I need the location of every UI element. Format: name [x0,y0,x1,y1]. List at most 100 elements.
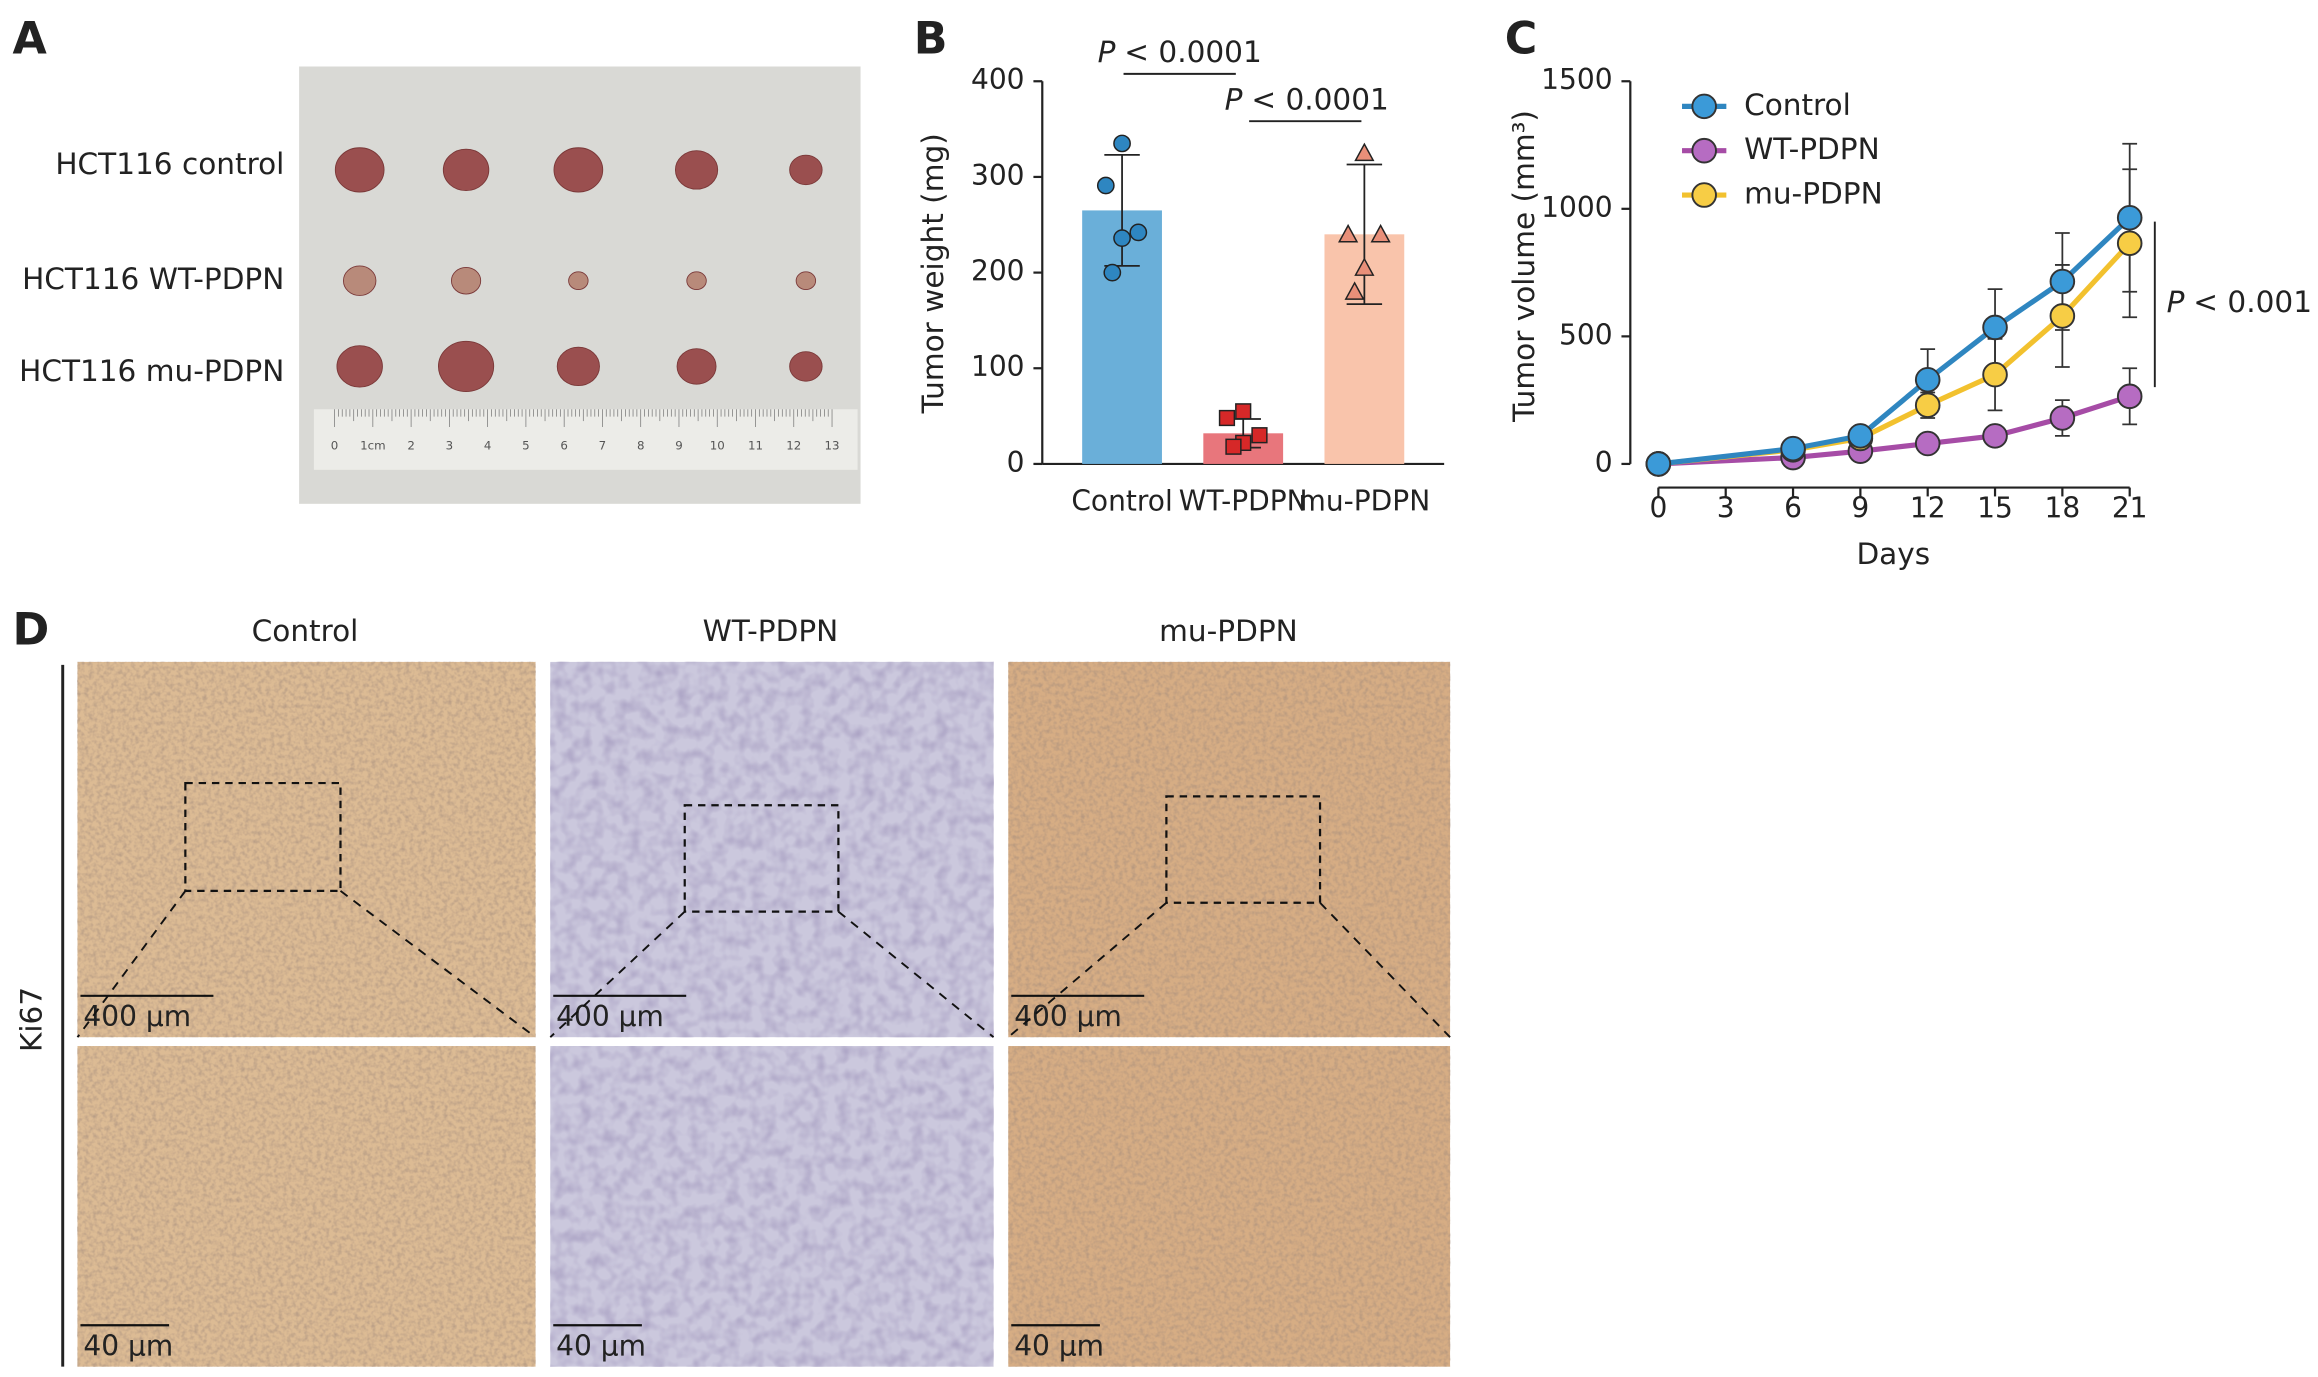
p-text: < 0.0001 [1124,35,1261,69]
p-value: P < 0.0001 [1225,82,1389,116]
ruler-label: 8 [637,439,645,453]
tumor [334,147,385,193]
tumor [342,265,377,296]
zoom-line [549,910,686,1038]
ruler-label: 10 [710,439,725,453]
x-tick-label: 15 [1977,492,2013,525]
y-tick-label: 500 [1559,318,1613,351]
panel-letter: D [12,604,49,655]
y-tick-label: 0 [1007,446,1025,479]
data-point [1645,451,1672,477]
x-tick-label: 9 [1851,492,1869,525]
y-tick-label: 1000 [1541,191,1612,224]
tumor [553,147,604,193]
legend-label: mu-PDPN [1744,177,1883,211]
p-symbol: P [2167,284,2185,318]
data-point [1370,223,1391,243]
row-label: Ki67 [15,987,49,1052]
ruler-label: 9 [675,439,683,453]
row-label: HCT116 control [55,147,284,181]
legend-marker [1691,137,1717,164]
data-point [1914,366,1941,393]
data-point [1982,423,2008,449]
tumor [442,148,490,192]
data-point [1218,409,1236,427]
tumor [686,271,707,291]
zoom-line [76,890,187,1038]
data-point [2049,405,2076,431]
x-tick-label: 18 [2045,492,2081,525]
data-point [1914,392,1941,419]
tumor [789,154,823,186]
zoom-line [837,910,995,1038]
zoom-line [1007,902,1168,1038]
error-bar [1346,163,1383,306]
scale-bar-label: 400 μm [1014,1000,1122,1033]
legend-label: WT-PDPN [1744,132,1880,166]
ihc-texture [77,1046,536,1367]
x-tick-label: 12 [1910,492,1946,525]
data-point [2116,383,2143,410]
p-symbol: P [1225,82,1243,116]
ihc-texture [550,1046,994,1367]
scale-bar-label: 40 μm [83,1329,173,1362]
legend-label: Control [1744,88,1851,122]
scale-bar-label: 40 μm [556,1329,646,1362]
y-tick-label: 100 [971,350,1025,383]
x-tick-label: 21 [2112,492,2148,525]
x-tick-label: 0 [1649,492,1667,525]
data-point [2116,204,2143,231]
data-point [1847,423,1874,449]
p-symbol: P [1098,35,1116,69]
y-axis-label: Tumor weight (mg) [916,133,950,414]
data-point [1096,176,1115,195]
data-point [1225,438,1242,455]
row-label: HCT116 mu-PDPN [19,354,284,388]
ruler [313,409,858,470]
tumor [437,340,495,392]
data-point [1982,361,2008,388]
x-tick-label: WT-PDPN [1179,484,1308,517]
ihc-texture [1008,661,1451,1038]
ihc-texture [1008,1046,1451,1367]
ruler-label: 6 [560,439,568,453]
data-point [1251,427,1268,444]
data-point [1982,314,2008,341]
zoom-box [184,781,342,893]
tumor [556,346,600,387]
column-label: WT-PDPN [703,614,839,648]
ruler-label: 11 [748,439,763,453]
column-label: Control [252,614,359,648]
tumor [795,271,817,291]
data-point [1354,142,1375,162]
data-point [1113,134,1131,153]
legend-marker [1691,182,1717,208]
y-tick-label: 400 [971,63,1025,96]
ruler-label: 0 [331,439,339,453]
tumor [568,271,589,291]
x-tick-label: Control [1071,484,1172,517]
zoom-line [339,890,537,1038]
ihc-texture [550,661,994,1038]
tumor [450,266,482,295]
tumor [336,345,383,388]
data-point [1338,223,1359,243]
y-tick-label: 0 [1595,446,1613,479]
data-point [2049,268,2076,295]
ruler-label: 12 [786,439,801,453]
scale-bar-label: 40 μm [1014,1329,1104,1362]
data-point [1914,430,1941,457]
data-point [1113,229,1131,248]
legend-marker [1691,93,1717,120]
zoom-box [683,804,840,913]
zoom-box [1165,795,1322,904]
y-tick-label: 300 [971,159,1025,192]
x-tick-label: 3 [1717,492,1735,525]
p-value: P < 0.001 [2167,284,2312,318]
data-point [1235,403,1252,420]
data-point [2049,303,2076,329]
data-point [1103,263,1122,282]
x-tick-label: 6 [1784,492,1802,525]
ruler-label: 3 [446,439,454,453]
